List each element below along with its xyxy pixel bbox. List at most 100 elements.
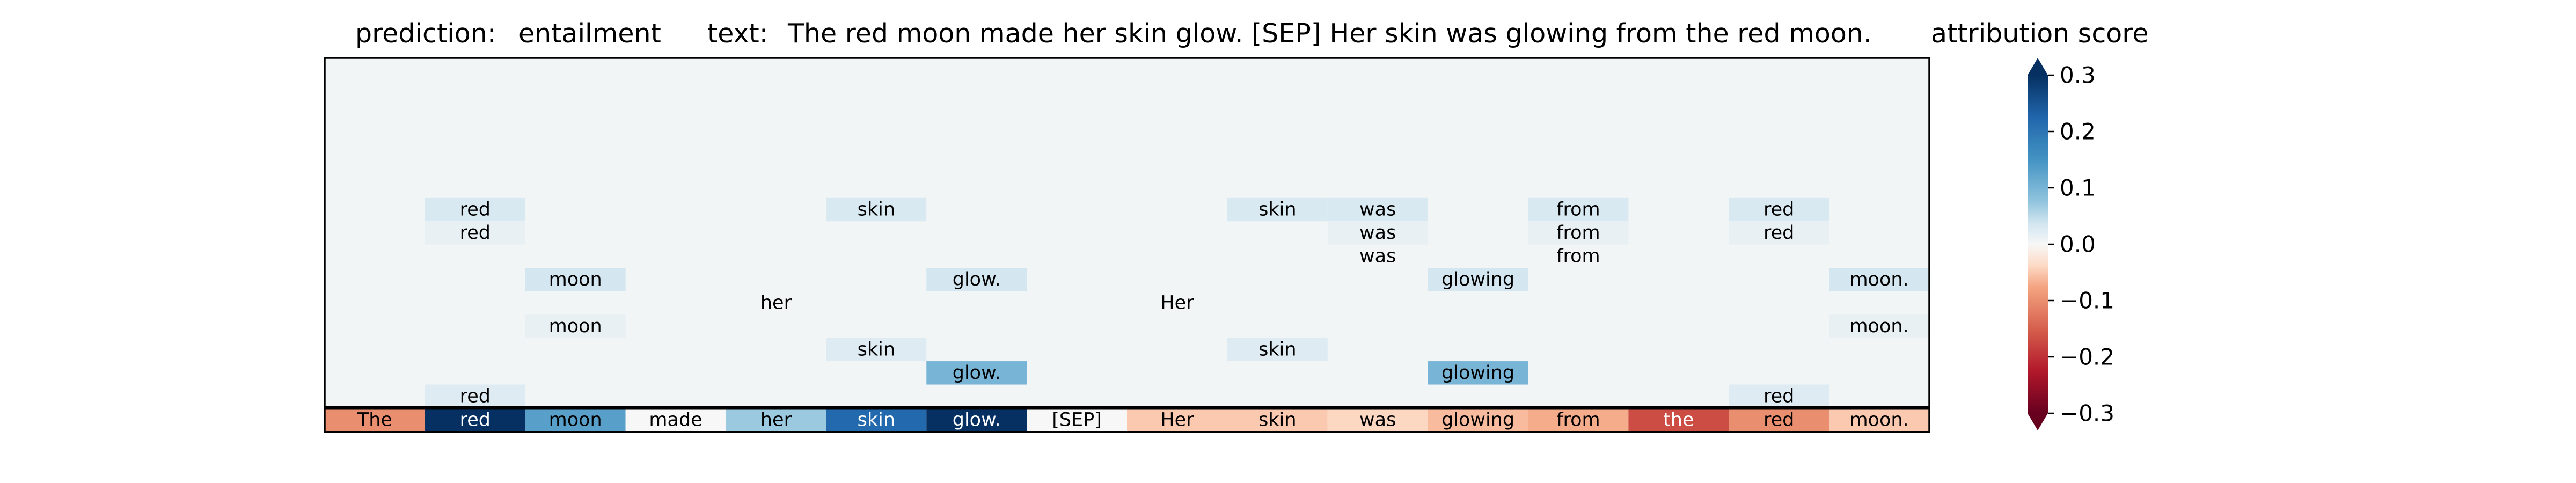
text-value: The red moon made her skin glow. [SEP] H…	[787, 18, 1871, 49]
colorbar-tick-label: −0.1	[2060, 288, 2114, 314]
heatmap-cell-label: red	[460, 199, 491, 221]
token-cell	[1528, 408, 1629, 432]
colorbar-tick-label: −0.3	[2060, 400, 2114, 427]
colorbar-tick-label: 0.0	[2060, 231, 2096, 258]
token-attribution-row: The red moon made her skin glow. [SEP] Her skin wa…	[325, 408, 1929, 432]
colorbar-tick-label: 0.2	[2060, 119, 2096, 145]
token-label: was	[1359, 409, 1396, 431]
heatmap-cell-label: from	[1556, 222, 1600, 244]
heatmap-cell-label: moon.	[1849, 269, 1908, 290]
token-label: glowing	[1441, 409, 1514, 431]
heatmap-cell-label: her	[760, 292, 792, 313]
heatmap-cell-label: was	[1359, 245, 1396, 267]
heatmap-cell-label: skin	[858, 339, 895, 360]
heatmap-cell	[926, 361, 1027, 385]
token-label: skin	[1258, 409, 1296, 431]
heatmap-cell	[1227, 338, 1328, 362]
token-cell	[1327, 408, 1428, 432]
heatmap-cell	[1829, 268, 1929, 291]
token-label: her	[760, 409, 792, 431]
heatmap-cell	[425, 221, 525, 245]
heatmap-cell-label: skin	[1258, 339, 1296, 360]
heatmap-cell-label: from	[1556, 199, 1600, 221]
token-cell	[926, 408, 1027, 432]
heatmap-cell-label: from	[1556, 245, 1600, 267]
token-label: moon.	[1849, 409, 1908, 431]
heatmap-cell-label: glowing	[1441, 362, 1514, 384]
token-label: the	[1663, 409, 1694, 431]
heatmap-cell	[1327, 221, 1428, 245]
heatmap-cell	[425, 384, 525, 408]
heatmap-cell	[826, 338, 927, 362]
colorbar-tick-label: 0.1	[2060, 175, 2096, 201]
token-label: from	[1556, 409, 1600, 431]
token-cell	[1027, 408, 1127, 432]
token-cell	[726, 408, 826, 432]
heatmap-cell	[1528, 221, 1629, 245]
heatmap-cell-label: moon	[549, 269, 602, 290]
colorbar-max-extend	[2028, 58, 2048, 75]
heatmap-cell-label: glow.	[953, 269, 1001, 290]
heatmap-cell	[826, 197, 927, 222]
token-label: red	[1763, 409, 1794, 431]
heatmap-cell-label: red	[1763, 222, 1794, 244]
heatmap-cell	[1227, 197, 1328, 222]
text-label: text:	[707, 18, 768, 49]
heatmap-cell-label: red	[1763, 199, 1794, 221]
heatmap-cell	[1327, 244, 1428, 268]
heatmap-cell-label: Her	[1160, 292, 1194, 313]
heatmap-cell-label: red	[1763, 385, 1794, 407]
token-cell	[1628, 408, 1729, 432]
heatmap-cell	[525, 314, 626, 338]
token-cell	[1829, 408, 1929, 432]
heatmap-cell	[1127, 291, 1227, 315]
token-cell	[826, 408, 927, 432]
colorbar-tick-label: −0.2	[2060, 344, 2114, 370]
heatmap-cell	[1729, 197, 1829, 222]
heatmap-cell-label: red	[460, 222, 491, 244]
heatmap-cell	[1428, 268, 1528, 291]
token-cell	[325, 408, 425, 432]
heatmap-cell	[525, 268, 626, 291]
token-label: made	[649, 409, 702, 431]
heatmap-cell-label: was	[1359, 222, 1396, 244]
prediction-label: prediction:	[355, 18, 496, 49]
token-label: [SEP]	[1052, 409, 1102, 431]
token-row-frame	[324, 407, 1930, 433]
heatmap-cell	[425, 197, 525, 222]
heatmap-cell	[1327, 197, 1428, 222]
heatmap-cell	[1729, 221, 1829, 245]
heatmap-cell-label: glowing	[1441, 269, 1514, 290]
heatmap-cell	[1829, 314, 1929, 338]
heatmap-cell-label: moon.	[1849, 316, 1908, 337]
colorbar-ticks: 0.3 0.2 0.1 0.0 −0.1 −0.2 −0.3	[2048, 62, 2114, 427]
token-label: Her	[1160, 409, 1194, 431]
heatmap-cell	[1428, 361, 1528, 385]
heatmap-cell-label: red	[460, 385, 491, 407]
token-cell	[525, 408, 626, 432]
token-label: moon	[549, 409, 602, 431]
token-cell	[1227, 408, 1328, 432]
heatmap-cell	[726, 291, 826, 315]
colorbar: 0.3 0.2 0.1 0.0 −0.1 −0.2 −0.3	[2028, 58, 2114, 430]
colorbar-tick-label: 0.3	[2060, 62, 2096, 89]
heatmap-cell-label: was	[1359, 199, 1396, 221]
colorbar-min-extend	[2028, 413, 2048, 430]
heatmap-cell	[1528, 244, 1629, 268]
prediction-value: entailment	[518, 18, 661, 49]
token-cell	[625, 408, 726, 432]
token-label: red	[460, 409, 491, 431]
token-cell	[1729, 408, 1829, 432]
token-cell	[1127, 408, 1227, 432]
token-label: glow.	[953, 409, 1001, 431]
token-cell	[1428, 408, 1528, 432]
colorbar-title: attribution score	[1931, 18, 2148, 49]
token-label: The	[357, 409, 392, 431]
heatmap-cell	[1729, 384, 1829, 408]
heatmap-cell	[926, 268, 1027, 291]
heatmap-cell-label: moon	[549, 316, 602, 337]
heatmap-cell-label: skin	[1258, 199, 1296, 221]
token-cell	[425, 408, 525, 432]
